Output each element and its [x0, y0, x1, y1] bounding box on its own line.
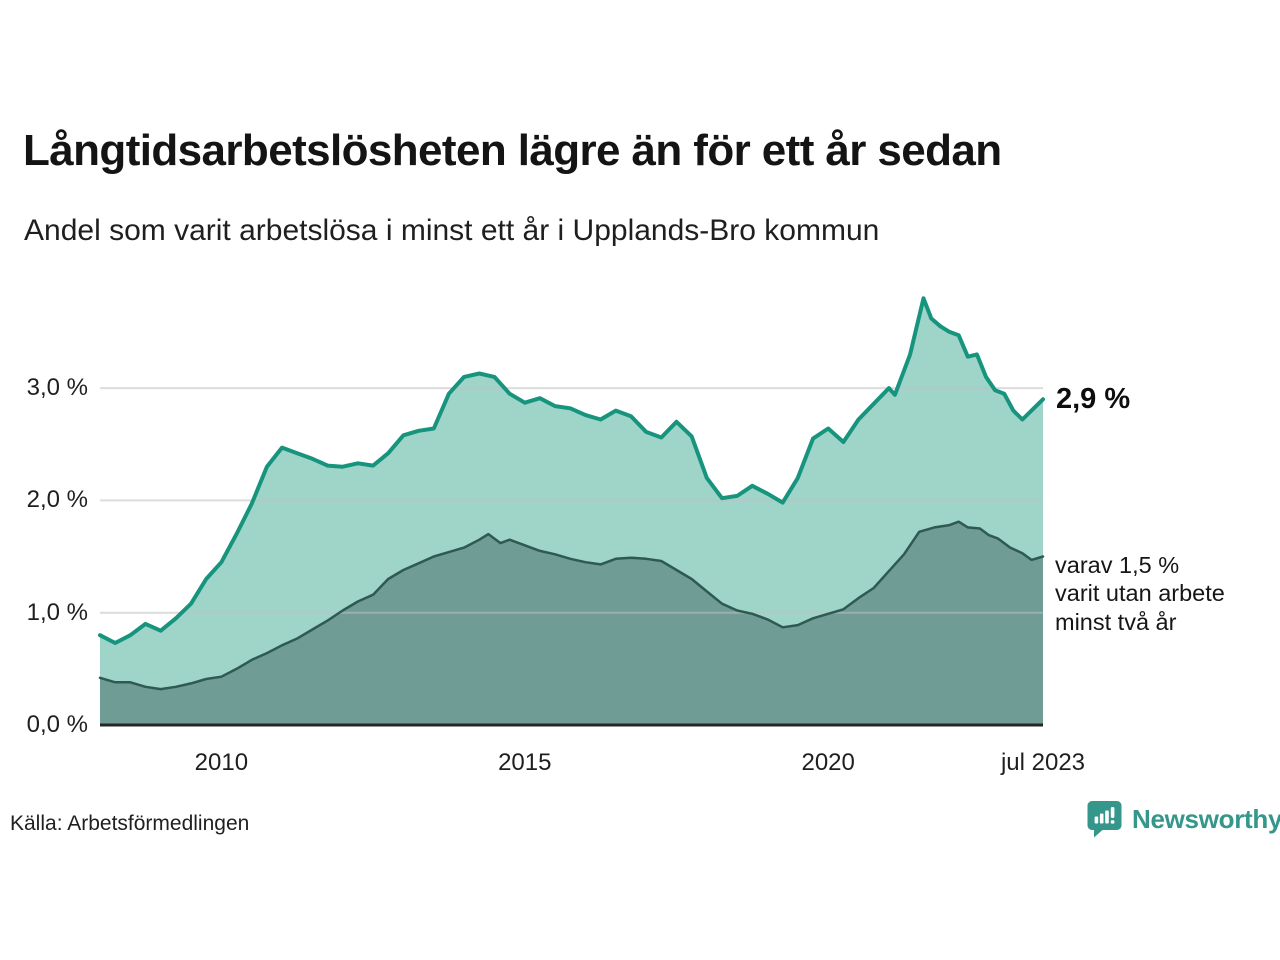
x-tick-label: jul 2023	[1000, 749, 1086, 776]
series-0-line	[98, 296, 1045, 645]
y-axis-tick-labels: 0,0 % 1,0 % 2,0 % 3,0 %	[0, 0, 88, 960]
newsworthy-wordmark: Newsworthy	[1132, 804, 1280, 834]
y-tick-label: 1,0 %	[26, 598, 88, 626]
series-1-line	[98, 520, 1045, 691]
newsworthy-brand: Newsworthy	[1086, 799, 1280, 839]
series-1-area	[100, 521, 1043, 725]
y-tick-label: 2,0 %	[26, 486, 88, 514]
page-title: Långtidsarbetslösheten lägre än för ett …	[23, 126, 1002, 175]
x-tick-label: 2010	[194, 749, 249, 776]
x-tick-label: 2020	[801, 749, 855, 776]
end-value-label-two-years: varav 1,5 % varit utan arbete minst två …	[1055, 551, 1225, 635]
source-caption: Källa: Arbetsförmedlingen	[10, 812, 250, 835]
y-tick-label: 0,0 %	[26, 711, 88, 738]
end-value-label-total: 2,9 %	[1056, 383, 1131, 416]
y-tick-label: 3,0 %	[26, 374, 88, 402]
x-axis-tick-labels: 2010 2015 2020 jul 2023	[0, 748, 1280, 782]
newsworthy-logo-icon	[1086, 799, 1123, 839]
x-tick-label: 2015	[498, 749, 552, 776]
page-subtitle: Andel som varit arbetslösa i minst ett å…	[24, 214, 880, 247]
